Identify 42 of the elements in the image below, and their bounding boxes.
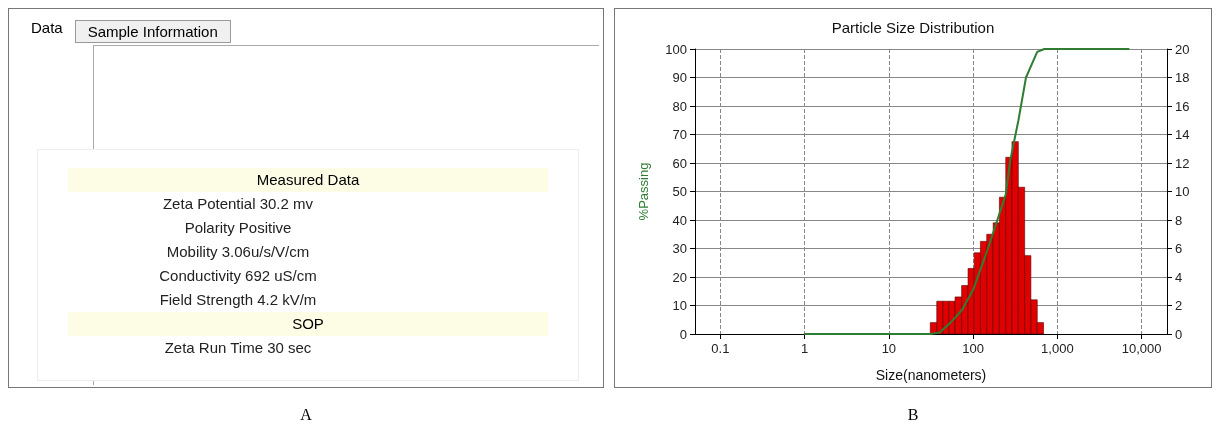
y2-tick-label: 10 <box>1175 184 1190 199</box>
y-tick-label: 70 <box>672 127 687 142</box>
y2-tick-label: 16 <box>1175 98 1190 114</box>
y-tick-label: 80 <box>672 98 687 114</box>
y-tick-label: 50 <box>672 184 687 199</box>
y2-tick-label: 12 <box>1175 155 1190 171</box>
y-tick-label: 20 <box>672 269 687 285</box>
x-tick-label: 1 <box>801 341 809 356</box>
y2-tick-label: 4 <box>1175 269 1183 285</box>
text: Field Strength 4.2 kV/m <box>158 290 318 310</box>
x-tick-label: 100 <box>962 341 984 356</box>
text: A <box>299 406 313 424</box>
y-tick-label: 100 <box>665 41 687 57</box>
y-tick-label: 90 <box>672 70 687 85</box>
y2-tick-label: 0 <box>1175 326 1183 342</box>
y-tick-label: 30 <box>672 241 687 256</box>
text: Mobility 3.06u/s/V/cm <box>165 242 311 262</box>
y-tick-label: 40 <box>672 212 687 228</box>
y2-tick-label: 18 <box>1175 70 1190 85</box>
text: Polarity Positive <box>183 218 293 238</box>
tab: Sample Information <box>74 20 231 43</box>
y-tick-label: 60 <box>672 155 687 171</box>
text: SOP <box>68 312 548 336</box>
x-tick-label: 0.1 <box>711 341 730 356</box>
x-axis-title: Size(nanometers) <box>875 367 987 383</box>
y2-tick-label: 14 <box>1175 127 1190 142</box>
text: Zeta Run Time 30 sec <box>163 338 313 358</box>
y-tick-label: 0 <box>679 326 687 342</box>
y-axis-title: %Passing <box>636 162 651 221</box>
text: Zeta Potential 30.2 mv <box>161 194 315 214</box>
y2-tick-label: 8 <box>1175 212 1183 228</box>
y2-tick-label: 2 <box>1175 298 1183 313</box>
text: Measured Data <box>68 168 548 192</box>
x-tick-label: 1,000 <box>1041 341 1074 356</box>
x-tick-label: 10 <box>881 341 897 356</box>
y-tick-label: 10 <box>672 298 687 313</box>
y2-tick-label: 6 <box>1175 241 1183 256</box>
y2-tick-label: 20 <box>1175 41 1190 57</box>
text: B <box>906 406 920 424</box>
chart-title: Particle Size Distribution <box>831 19 995 36</box>
text: Conductivity 692 uS/cm <box>158 266 318 286</box>
x-tick-label: 10,000 <box>1121 341 1162 356</box>
